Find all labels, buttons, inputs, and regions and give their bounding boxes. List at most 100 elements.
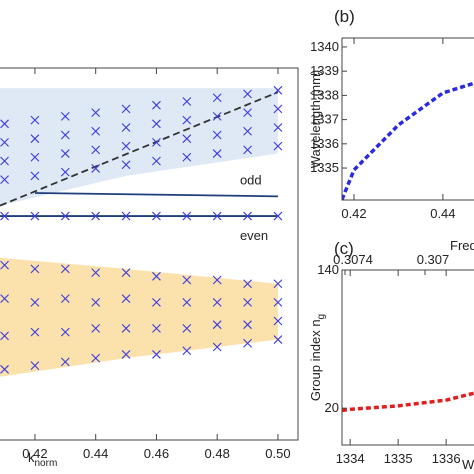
y-tick-label: 1337 <box>310 112 339 127</box>
cross-marker <box>91 164 101 173</box>
x-tick-label: 1336 <box>432 451 461 466</box>
cross-marker <box>0 175 9 184</box>
cross-marker <box>121 104 131 114</box>
x-axis-label-main: k <box>28 450 35 465</box>
y-tick-label: 20 <box>325 400 339 415</box>
cross-marker <box>60 357 70 367</box>
cross-marker <box>30 115 40 125</box>
y-axis-label: Group index ng <box>308 314 327 401</box>
x-axis-label-sub: norm <box>35 458 58 469</box>
cross-marker <box>91 353 101 363</box>
cross-marker <box>273 141 283 151</box>
cross-marker <box>152 211 161 221</box>
cross-marker <box>30 211 40 221</box>
plot-area <box>342 81 474 200</box>
cross-marker <box>212 149 222 158</box>
cross-marker <box>182 97 192 106</box>
x-axis-label: knorm <box>28 450 57 469</box>
cross-marker <box>182 211 192 221</box>
cross-marker <box>212 130 222 140</box>
cross-marker <box>152 138 161 147</box>
y-tick-label: 1339 <box>310 63 339 78</box>
cross-marker <box>30 134 40 144</box>
panel-label: (c) <box>334 239 354 258</box>
band <box>0 88 278 206</box>
cross-marker <box>243 338 252 348</box>
cross-marker <box>0 138 9 147</box>
cross-marker <box>91 268 101 277</box>
cross-marker <box>121 141 131 151</box>
cross-marker <box>60 130 70 140</box>
cross-marker <box>243 108 252 118</box>
cross-marker <box>121 268 131 277</box>
cross-marker <box>152 100 161 110</box>
cross-marker <box>60 327 70 337</box>
cross-marker <box>121 350 131 359</box>
cross-marker <box>121 211 131 221</box>
cross-marker <box>152 156 161 166</box>
x-axis-label-main: W <box>462 457 474 472</box>
cross-marker <box>30 297 40 307</box>
x2-tick-label: 0.307 <box>417 252 450 267</box>
cross-marker <box>121 294 131 304</box>
x2-axis-label: Freq <box>450 238 474 253</box>
cross-marker <box>212 111 222 121</box>
y-axis-label-main: Group index n <box>308 319 323 401</box>
cross-marker <box>60 149 70 158</box>
x-tick-label: 1334 <box>336 451 365 466</box>
cross-marker <box>121 324 131 333</box>
cross-marker <box>91 145 101 155</box>
cross-marker <box>182 134 192 144</box>
cross-marker <box>152 119 161 129</box>
y-axis-label-sub: g <box>316 314 327 320</box>
cross-marker <box>273 279 283 289</box>
curve <box>342 81 474 200</box>
cross-marker <box>273 123 283 132</box>
cross-marker <box>212 211 222 221</box>
cross-marker <box>273 85 283 95</box>
y-axis-label-main: Wavelength (nm) <box>308 70 323 169</box>
panel-label: (b) <box>334 7 355 26</box>
cross-marker <box>0 211 9 221</box>
cross-marker <box>273 316 283 326</box>
cross-marker <box>243 145 252 155</box>
cross-marker <box>60 264 70 274</box>
cross-marker <box>212 93 222 103</box>
cross-marker <box>212 320 222 330</box>
cross-marker <box>91 211 101 221</box>
cross-marker <box>273 104 283 114</box>
cross-marker <box>0 119 9 129</box>
cross-marker <box>60 167 70 177</box>
mode-label: even <box>240 228 268 243</box>
cross-marker <box>273 335 283 344</box>
cross-marker <box>243 126 252 136</box>
cross-marker <box>243 297 252 307</box>
cross-marker <box>0 294 9 304</box>
cross-marker <box>273 297 283 307</box>
cross-marker <box>0 364 9 374</box>
cross-marker <box>182 324 192 333</box>
cross-marker <box>152 297 161 307</box>
x-tick-label: 0.44 <box>83 446 108 461</box>
cross-marker <box>152 271 161 281</box>
plot-area <box>0 85 283 377</box>
cross-marker <box>212 297 222 307</box>
cross-marker <box>0 260 9 270</box>
cross-marker <box>243 320 252 330</box>
x-tick-label: 0.48 <box>205 446 230 461</box>
cross-marker <box>243 89 252 99</box>
cross-marker <box>60 211 70 221</box>
frame <box>0 67 299 441</box>
cross-marker <box>152 324 161 333</box>
cross-marker <box>91 297 101 307</box>
cross-marker <box>212 275 222 285</box>
cross-marker <box>182 152 192 162</box>
cross-marker <box>182 346 192 356</box>
cross-marker <box>91 108 101 118</box>
plot-area <box>342 391 474 413</box>
cross-marker <box>0 331 9 341</box>
x-tick-label: 0.44 <box>430 206 455 221</box>
cross-marker <box>0 156 9 166</box>
x-tick-label: 0.42 <box>22 446 47 461</box>
